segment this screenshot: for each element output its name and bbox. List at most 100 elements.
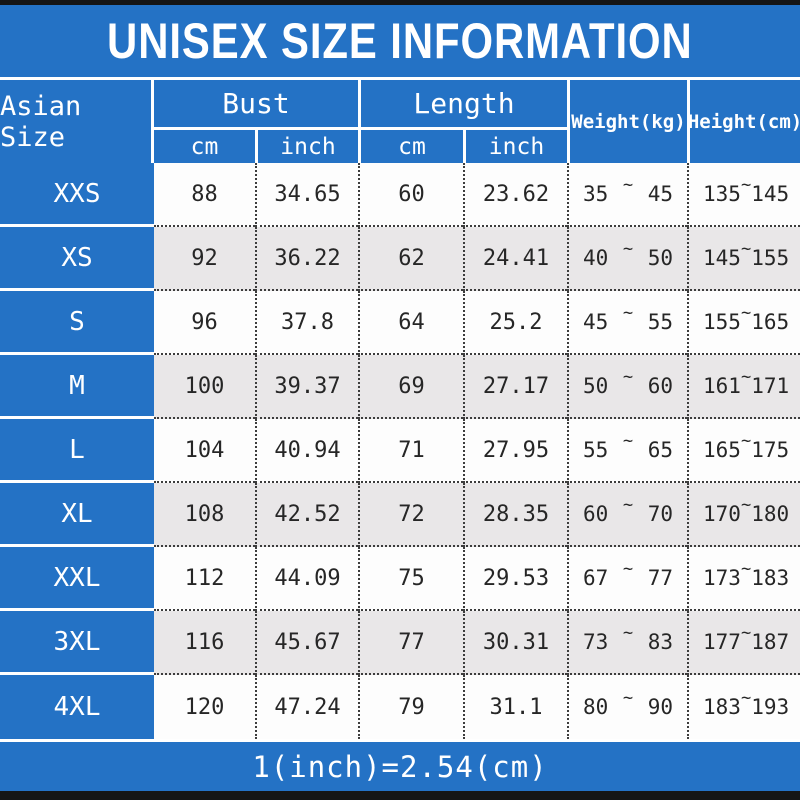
height-range-max: 175	[751, 438, 790, 462]
length-cm-value: 62	[358, 227, 463, 291]
height-range: 173 ~183	[687, 547, 800, 611]
weight-range-max: 65	[647, 438, 673, 462]
size-label: XXL	[0, 547, 154, 611]
tilde-separator: ~	[740, 559, 752, 579]
height-range-max: 155	[751, 246, 790, 270]
table-row: S 96 37.8 64 25.2 45 ~55 155 ~165	[0, 291, 800, 355]
weight-range-max: 77	[647, 566, 673, 590]
bust-cm-value: 88	[154, 163, 255, 227]
tilde-separator: ~	[622, 303, 634, 323]
table-row: 3XL 116 45.67 77 30.31 73 ~83 177 ~187	[0, 611, 800, 675]
length-cm-value: 75	[358, 547, 463, 611]
length-inch-value: 27.17	[463, 355, 567, 419]
page-title: UNISEX SIZE INFORMATION	[107, 11, 693, 70]
height-range-min: 161	[703, 374, 741, 398]
table-row: 4XL 120 47.24 79 31.1 80 ~90 183 ~193	[0, 675, 800, 739]
col-header-height: Height(cm)	[687, 80, 800, 163]
length-inch-value: 30.31	[463, 611, 567, 675]
tilde-separator: ~	[622, 431, 634, 451]
height-range: 183 ~193	[687, 675, 800, 739]
table-body: XXS 88 34.65 60 23.62 35 ~45 135 ~145 XS 92 36.22 62…	[0, 163, 800, 739]
weight-range: 67 ~77	[567, 547, 687, 611]
height-range: 170 ~180	[687, 483, 800, 547]
size-label: 3XL	[0, 611, 154, 675]
col-header-weight: Weight(kg)	[567, 80, 687, 163]
footer-separator	[0, 739, 800, 742]
height-range: 161 ~171	[687, 355, 800, 419]
tilde-separator: ~	[740, 688, 752, 708]
tilde-separator: ~	[740, 303, 752, 323]
length-inch-value: 25.2	[463, 291, 567, 355]
table-row: XS 92 36.22 62 24.41 40 ~50 145 ~155	[0, 227, 800, 291]
height-range: 165 ~175	[687, 419, 800, 483]
tilde-separator: ~	[622, 367, 634, 387]
length-inch-value: 23.62	[463, 163, 567, 227]
size-label: XXS	[0, 163, 154, 227]
bust-inch-value: 34.65	[255, 163, 358, 227]
height-range-max: 193	[751, 695, 790, 719]
weight-range-max: 60	[647, 374, 673, 398]
tilde-separator: ~	[740, 431, 752, 451]
weight-range-min: 73	[583, 630, 609, 654]
weight-range-min: 35	[583, 182, 609, 206]
weight-range: 73 ~83	[567, 611, 687, 675]
tilde-separator: ~	[622, 175, 634, 195]
length-inch-value: 24.41	[463, 227, 567, 291]
col-header-length-cm: cm	[358, 130, 463, 163]
tilde-separator: ~	[740, 367, 752, 387]
weight-range-max: 50	[647, 246, 673, 270]
bust-inch-value: 47.24	[255, 675, 358, 739]
tilde-separator: ~	[740, 623, 752, 643]
weight-range-max: 70	[647, 502, 673, 526]
table-header: Asian Size Bust Length cm inch cm inch W…	[0, 80, 800, 163]
bust-cm-value: 112	[154, 547, 255, 611]
weight-range-min: 50	[583, 374, 609, 398]
weight-range-max: 45	[647, 182, 673, 206]
height-range-min: 145	[703, 246, 741, 270]
table-row: XXS 88 34.65 60 23.62 35 ~45 135 ~145	[0, 163, 800, 227]
height-range-max: 145	[751, 182, 790, 206]
bust-inch-value: 44.09	[255, 547, 358, 611]
tilde-separator: ~	[740, 239, 752, 259]
weight-range: 40 ~50	[567, 227, 687, 291]
height-range-min: 155	[703, 310, 741, 334]
height-range-max: 183	[751, 566, 790, 590]
weight-range-min: 45	[583, 310, 609, 334]
table-row: M 100 39.37 69 27.17 50 ~60 161 ~171	[0, 355, 800, 419]
bust-cm-value: 100	[154, 355, 255, 419]
weight-range-min: 55	[583, 438, 609, 462]
weight-range: 80 ~90	[567, 675, 687, 739]
length-cm-value: 64	[358, 291, 463, 355]
length-inch-value: 29.53	[463, 547, 567, 611]
length-inch-value: 27.95	[463, 419, 567, 483]
weight-range: 35 ~45	[567, 163, 687, 227]
height-range-min: 170	[703, 502, 741, 526]
size-label: XS	[0, 227, 154, 291]
height-range-max: 180	[751, 502, 790, 526]
bust-cm-value: 104	[154, 419, 255, 483]
length-inch-value: 28.35	[463, 483, 567, 547]
top-border-bar	[0, 0, 800, 5]
size-label: XL	[0, 483, 154, 547]
weight-range-min: 67	[583, 566, 609, 590]
weight-range-max: 83	[647, 630, 673, 654]
footer-note-bar: 1(inch)=2.54(cm)	[0, 742, 800, 791]
height-range: 177 ~187	[687, 611, 800, 675]
bust-cm-value: 108	[154, 483, 255, 547]
weight-range: 45 ~55	[567, 291, 687, 355]
table-row: XL 108 42.52 72 28.35 60 ~70 170 ~180	[0, 483, 800, 547]
col-header-length-inch: inch	[463, 130, 567, 163]
bust-inch-value: 39.37	[255, 355, 358, 419]
weight-range: 50 ~60	[567, 355, 687, 419]
col-header-bust-cm: cm	[190, 133, 219, 160]
bust-cm-value: 96	[154, 291, 255, 355]
size-label: L	[0, 419, 154, 483]
height-range-min: 183	[703, 695, 741, 719]
size-label: S	[0, 291, 154, 355]
length-cm-value: 72	[358, 483, 463, 547]
tilde-separator: ~	[622, 559, 634, 579]
table-row: XXL 112 44.09 75 29.53 67 ~77 173 ~183	[0, 547, 800, 611]
height-range-max: 165	[751, 310, 790, 334]
length-cm-value: 71	[358, 419, 463, 483]
